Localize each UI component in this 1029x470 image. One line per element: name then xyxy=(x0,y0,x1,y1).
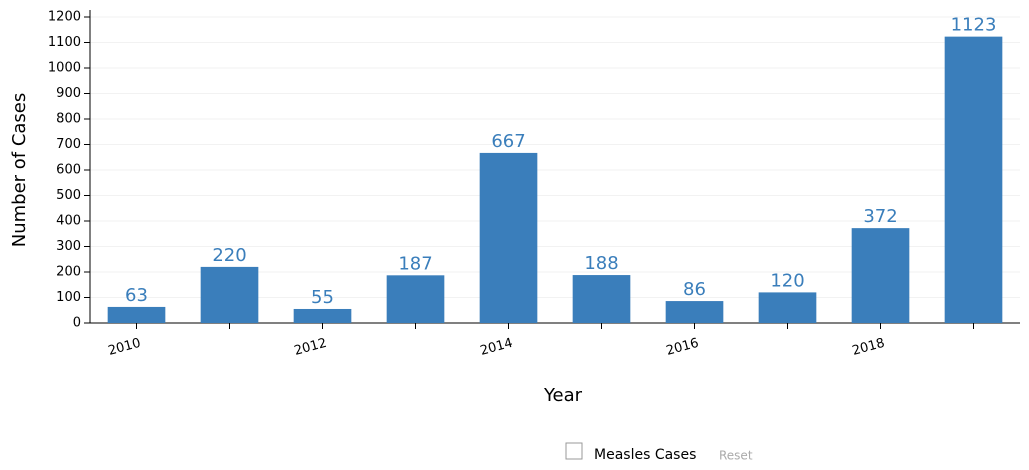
x-axis-title: Year xyxy=(543,385,583,406)
x-tick-label: 2010 xyxy=(107,336,143,359)
y-tick-label: 300 xyxy=(56,239,81,254)
bar xyxy=(293,308,352,323)
value-label: 220 xyxy=(212,245,246,266)
value-label: 372 xyxy=(863,206,897,227)
y-tick-label: 0 xyxy=(73,316,81,331)
y-tick-label: 1000 xyxy=(48,61,81,76)
x-tick-label: 2012 xyxy=(293,336,329,359)
y-tick-label: 200 xyxy=(56,265,81,280)
x-tick-label: 2016 xyxy=(665,336,701,359)
value-label: 1123 xyxy=(951,15,997,36)
y-axis-title: Number of Cases xyxy=(9,93,30,248)
value-label: 55 xyxy=(311,287,334,308)
y-tick-label: 400 xyxy=(56,214,81,229)
value-label: 187 xyxy=(398,253,432,274)
y-tick-label: 1200 xyxy=(48,10,81,25)
y-tick-label: 700 xyxy=(56,137,81,152)
bar xyxy=(200,266,259,323)
bar xyxy=(944,36,1003,323)
bar xyxy=(851,228,910,323)
bar xyxy=(665,301,724,323)
y-tick-label: 900 xyxy=(56,86,81,101)
value-label: 120 xyxy=(770,270,804,291)
value-label: 86 xyxy=(683,279,706,300)
value-label: 667 xyxy=(491,131,525,152)
value-label: 63 xyxy=(125,285,148,306)
legend-checkbox[interactable] xyxy=(565,442,583,460)
y-tick-label: 1100 xyxy=(48,35,81,50)
y-tick-label: 500 xyxy=(56,188,81,203)
bar xyxy=(572,275,631,323)
bar xyxy=(107,306,166,323)
value-label: 188 xyxy=(584,253,618,274)
x-tick-label: 2018 xyxy=(851,336,887,359)
legend-label[interactable]: Measles Cases xyxy=(594,447,696,463)
x-tick-label: 2014 xyxy=(479,336,515,359)
y-tick-label: 800 xyxy=(56,112,81,127)
y-tick-label: 100 xyxy=(56,290,81,305)
bar xyxy=(758,292,817,323)
reset-button[interactable]: Reset xyxy=(719,449,753,463)
y-tick-label: 600 xyxy=(56,163,81,178)
legend[interactable]: Measles Cases Reset xyxy=(565,442,753,463)
bar xyxy=(479,152,538,323)
bar xyxy=(386,275,445,323)
